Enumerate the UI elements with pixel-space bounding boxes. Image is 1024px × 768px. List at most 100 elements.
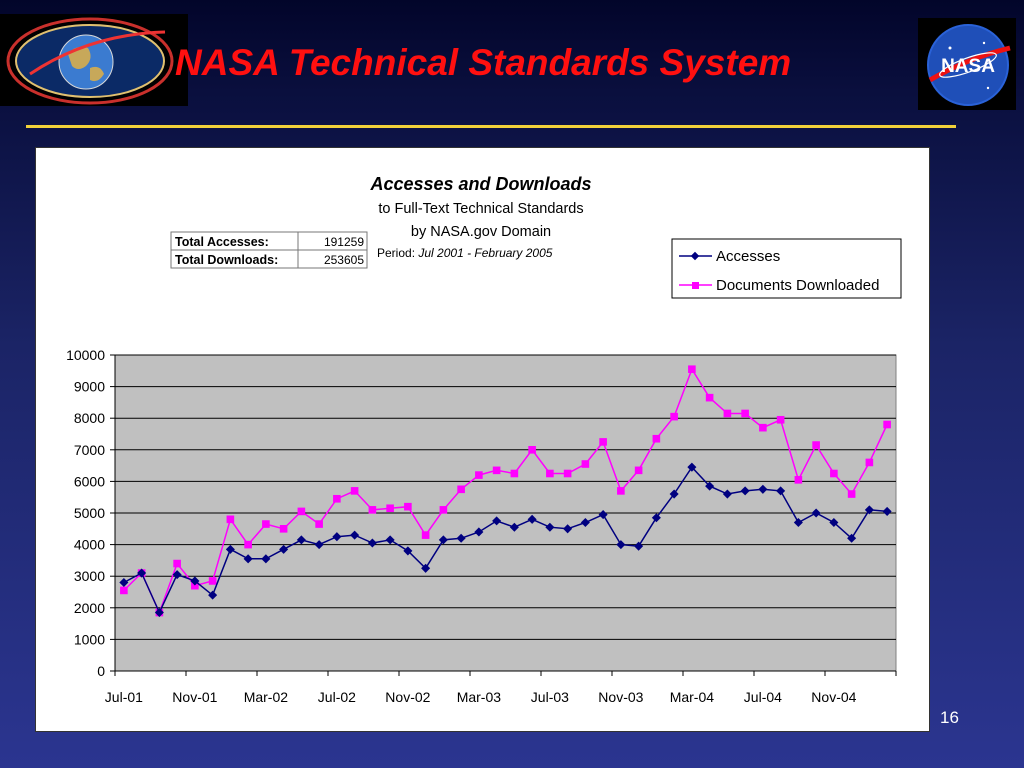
title-divider [26,125,956,128]
point-accesses-36 [758,484,768,494]
program-seal-icon [6,17,174,105]
accesses-downloads-chart: Accesses and Downloads to Full-Text Tech… [66,174,902,705]
nasa-logo-icon: NASA [927,24,1011,106]
point-documents-downloaded-28 [617,487,625,495]
point-documents-downloaded-13 [350,487,359,495]
point-accesses-39 [811,508,821,518]
point-documents-downloaded-30 [652,434,661,443]
point-accesses-32 [687,462,697,472]
y-tick-label-0: 0 [97,663,105,679]
point-documents-downloaded-20 [475,471,483,479]
point-documents-downloaded-18 [439,506,448,514]
legend-downloads-label: Documents Downloaded [716,277,879,294]
x-tick-label-Mar-02: Mar-02 [244,689,289,705]
point-documents-downloaded-0 [120,586,128,595]
point-accesses-23 [527,514,537,524]
point-documents-downloaded-8 [262,520,270,528]
nasa-technical-standards-program-logo [0,14,188,106]
y-tick-label-4000: 4000 [74,537,105,553]
point-accesses-14 [367,538,377,548]
chart-title: Accesses and Downloads [369,174,591,194]
y-tick-label-1000: 1000 [74,631,105,647]
point-accesses-5 [208,590,218,600]
point-documents-downloaded-36 [759,423,767,432]
point-documents-downloaded-25 [563,469,572,478]
x-tick-label-Jul-04: Jul-04 [744,689,782,705]
point-accesses-25 [563,524,573,534]
point-documents-downloaded-9 [279,525,288,533]
point-documents-downloaded-27 [599,438,607,446]
point-documents-downloaded-6 [226,515,235,524]
y-tick-label-3000: 3000 [74,568,105,584]
point-documents-downloaded-5 [208,577,217,585]
point-documents-downloaded-15 [386,504,394,513]
period-value: Jul 2001 - February 2005 [417,246,552,260]
x-tick-label-Mar-03: Mar-03 [457,689,502,705]
point-documents-downloaded-26 [581,460,590,468]
point-accesses-42 [864,505,874,515]
point-documents-downloaded-7 [244,540,252,549]
point-accesses-2 [154,608,164,618]
y-tick-label-6000: 6000 [74,473,105,489]
point-documents-downloaded-22 [510,469,519,478]
x-tick-label-Nov-03: Nov-03 [598,689,643,705]
point-documents-downloaded-17 [421,531,430,539]
point-documents-downloaded-39 [812,441,820,449]
point-documents-downloaded-35 [741,409,749,418]
point-documents-downloaded-24 [546,469,554,478]
y-tick-label-10000: 10000 [66,347,105,363]
y-tick-label-5000: 5000 [74,505,105,521]
point-documents-downloaded-21 [492,466,501,475]
slide-title: NASA Technical Standards System [175,42,792,83]
x-tick-label-Nov-02: Nov-02 [385,689,430,705]
point-documents-downloaded-38 [794,476,803,484]
point-documents-downloaded-32 [688,365,696,374]
legend-downloads-marker [692,282,699,289]
x-tick-label-Jul-02: Jul-02 [318,689,356,705]
y-tick-label-9000: 9000 [74,379,105,395]
point-documents-downloaded-23 [528,446,536,454]
point-accesses-27 [598,510,608,520]
y-tick-label-7000: 7000 [74,442,105,458]
point-accesses-30 [651,513,661,523]
y-tick-label-8000: 8000 [74,410,105,426]
chart-subtitle-line-2: by NASA.gov Domain [411,224,551,240]
point-accesses-12 [332,532,342,542]
point-documents-downloaded-43 [883,420,891,429]
point-accesses-21 [492,516,502,526]
point-documents-downloaded-29 [634,466,643,475]
period-label: Period: [377,246,415,260]
point-documents-downloaded-37 [776,415,785,424]
point-accesses-20 [474,527,484,537]
x-tick-label-Nov-04: Nov-04 [811,689,856,705]
nasa-logo-wordmark: NASA [941,56,995,77]
x-tick-label-Mar-04: Mar-04 [670,689,715,705]
point-documents-downloaded-12 [333,494,341,503]
x-tick-label-Jul-01: Jul-01 [105,689,143,705]
nasa-meatball-logo: NASA [918,18,1016,110]
x-tick-label-Nov-01: Nov-01 [172,689,217,705]
chart-panel: Accesses and Downloads to Full-Text Tech… [35,147,930,732]
point-documents-downloaded-33 [705,393,714,402]
point-accesses-29 [634,541,644,551]
totals-table: Total Accesses: 191259 Total Downloads: … [170,231,368,269]
point-documents-downloaded-40 [830,469,838,478]
point-documents-downloaded-41 [847,490,856,498]
point-documents-downloaded-11 [315,520,323,528]
legend-accesses-label: Accesses [716,248,780,265]
page-number: 16 [940,708,959,727]
point-documents-downloaded-3 [173,559,181,568]
point-documents-downloaded-16 [404,502,412,511]
chart-subtitle-line-1: to Full-Text Technical Standards [378,201,583,217]
plot-area: 0 1000 2000 3000 4000 5000 6000 7000 8000 9000 100… [66,347,897,705]
point-accesses-1 [137,568,147,578]
chart-period: Period: Jul 2001 - February 2005 [377,246,553,260]
point-documents-downloaded-42 [865,458,874,467]
chart-legend: Accesses Documents Downloaded [671,238,902,299]
total-accesses-label: Total Accesses: [175,235,269,249]
point-documents-downloaded-14 [368,506,377,514]
total-downloads-label: Total Downloads: [175,253,278,267]
point-documents-downloaded-34 [723,409,732,418]
point-documents-downloaded-4 [191,581,199,590]
point-documents-downloaded-10 [297,507,306,516]
